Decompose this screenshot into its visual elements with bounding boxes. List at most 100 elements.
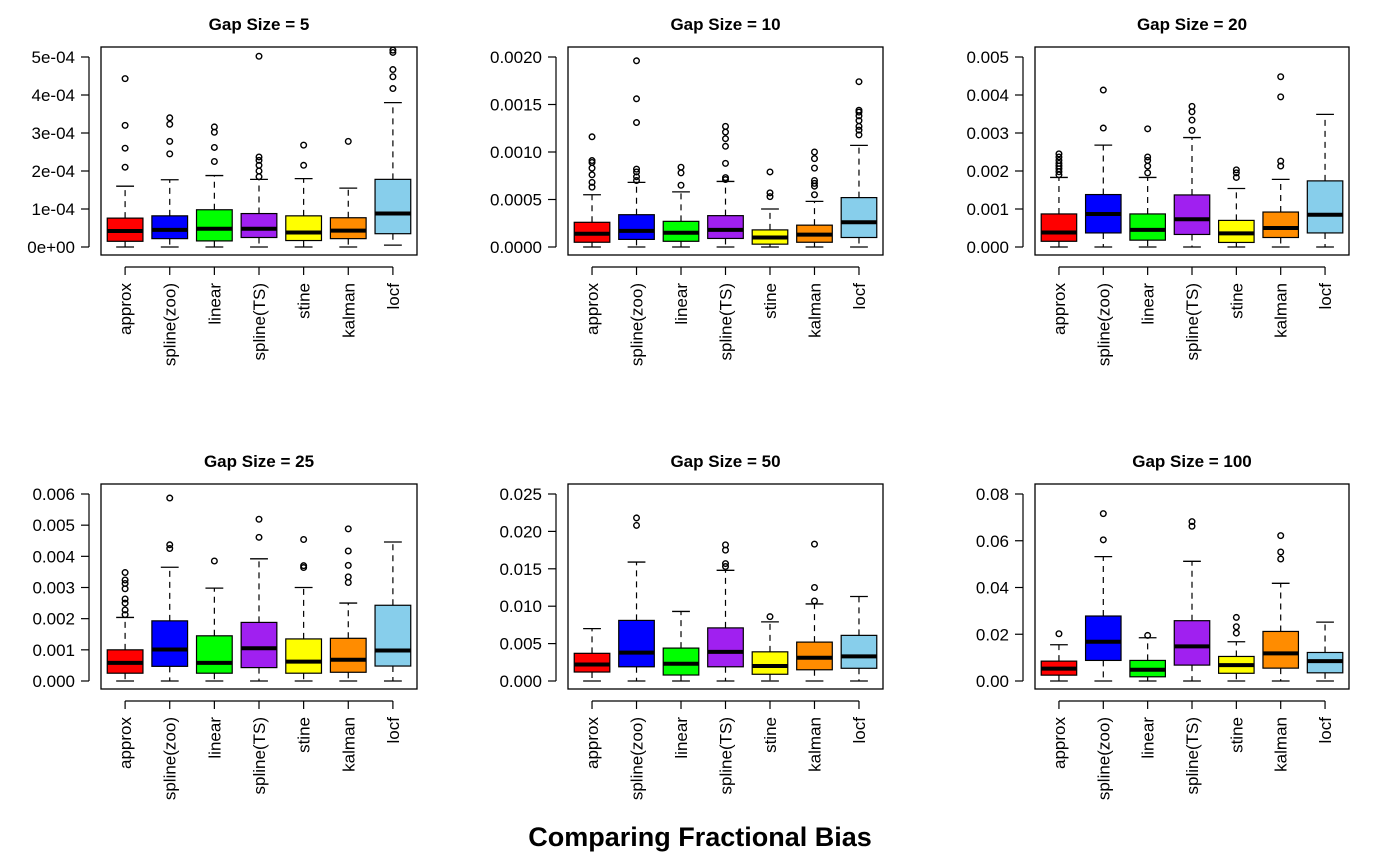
outlier-point: [255, 167, 263, 175]
box-rect: [707, 215, 744, 240]
outlier-point: [121, 579, 129, 587]
panel-title: Gap Size = 25: [204, 452, 314, 471]
box-spline(TS): [707, 122, 744, 248]
outlier-point: [1277, 157, 1285, 165]
outlier-point: [344, 525, 352, 533]
panel-title: Gap Size = 100: [1132, 452, 1252, 471]
x-tick-label: locf: [1316, 283, 1335, 310]
y-tick-label: 0.005: [32, 516, 75, 535]
box-rect: [374, 178, 412, 235]
outlier-point: [300, 536, 308, 544]
box-stine: [285, 141, 323, 248]
outlier-point: [588, 171, 596, 179]
y-tick-label: 0.003: [966, 124, 1009, 143]
outlier-point: [121, 599, 129, 607]
box-linear: [195, 123, 233, 248]
box-linear: [662, 163, 700, 248]
outlier-point: [255, 153, 263, 161]
outlier-point: [1144, 169, 1152, 177]
outlier-point: [1232, 629, 1240, 637]
outlier-point: [1277, 532, 1285, 540]
outlier-point: [389, 73, 397, 81]
outlier-point: [210, 143, 218, 151]
box-rect: [195, 635, 233, 674]
x-tick-label: locf: [384, 283, 403, 310]
box-linear: [662, 610, 700, 682]
x-tick-label: spline(zoo): [1094, 717, 1113, 800]
box-spline(TS): [240, 52, 278, 248]
x-tick-label: spline(zoo): [628, 717, 647, 800]
y-tick-label: 0.00: [976, 672, 1009, 691]
outlier-point: [1232, 166, 1240, 174]
box-kalman: [1262, 73, 1300, 248]
outlier-point: [166, 137, 174, 145]
x-tick-label: linear: [672, 717, 691, 759]
plot-frame: [567, 46, 884, 256]
y-tick-label: 0.000: [499, 672, 542, 691]
box-rect: [751, 651, 789, 675]
outlier-point: [766, 193, 774, 201]
box-linear: [195, 557, 233, 682]
outlier-point: [166, 114, 174, 122]
outlier-point: [210, 157, 218, 165]
outlier-point: [1188, 102, 1196, 110]
x-tick-label: kalman: [805, 717, 824, 772]
outlier-point: [588, 133, 596, 141]
panel-6: Gap Size = 100 0.00 0.02 0.04 0.06 0.08 approx…: [976, 452, 1350, 800]
outlier-point: [166, 494, 174, 502]
x-tick-label: kalman: [339, 717, 358, 772]
y-tick-label: 0.002: [966, 162, 1009, 181]
plot-frame: [1034, 46, 1350, 256]
y-tick-label: 0.002: [32, 610, 75, 629]
box-rect: [1040, 213, 1078, 242]
y-tick-label: 0.04: [976, 579, 1009, 598]
x-tick-label: linear: [205, 717, 224, 759]
outlier-point: [1232, 173, 1240, 181]
outlier-point: [1277, 73, 1285, 81]
box-rect: [618, 619, 655, 668]
x-tick-label: locf: [1316, 717, 1335, 744]
x-tick-label: linear: [1139, 717, 1158, 759]
x-tick-label: stine: [761, 717, 780, 753]
y-tick-label: 0.004: [32, 547, 75, 566]
outlier-point: [255, 52, 263, 60]
outlier-point: [810, 176, 818, 184]
outlier-point: [166, 541, 174, 549]
panel-2: Gap Size = 10 0.0000 0.0005 0.0010 0.0015 0.0…: [490, 15, 884, 366]
outlier-point: [855, 78, 863, 86]
box-kalman: [329, 525, 367, 682]
outlier-point: [855, 122, 863, 130]
outlier-point: [210, 557, 218, 565]
outlier-point: [810, 540, 818, 548]
y-tick-label: 0.0000: [490, 238, 542, 257]
outlier-point: [855, 126, 863, 134]
outlier-point: [810, 148, 818, 156]
x-tick-label: kalman: [1272, 283, 1291, 338]
y-tick-label: 0.005: [966, 48, 1009, 67]
outlier-point: [633, 119, 641, 127]
box-linear: [1129, 125, 1166, 248]
box-spline(zoo): [151, 494, 189, 682]
box-rect: [285, 215, 323, 242]
outlier-point: [389, 66, 397, 74]
outlier-point: [633, 165, 641, 173]
outlier-point: [1188, 522, 1196, 530]
box-spline(TS): [1173, 102, 1211, 248]
outlier-point: [766, 189, 774, 197]
box-rect: [1262, 211, 1300, 239]
x-tick-label: spline(TS): [717, 283, 736, 360]
box-stine: [1218, 613, 1255, 682]
outlier-point: [633, 95, 641, 103]
outlier-point: [1188, 518, 1196, 526]
y-tick-label: 0.08: [976, 485, 1009, 504]
box-kalman: [796, 540, 833, 682]
outlier-point: [722, 563, 730, 571]
y-tick-label: 0e+00: [27, 238, 75, 257]
x-tick-label: stine: [295, 717, 314, 753]
box-rect: [1173, 194, 1211, 236]
x-tick-label: approx: [116, 283, 135, 335]
outlier-point: [633, 514, 641, 522]
box-rect: [329, 637, 367, 673]
outlier-point: [1144, 153, 1152, 161]
outlier-point: [1144, 631, 1152, 639]
